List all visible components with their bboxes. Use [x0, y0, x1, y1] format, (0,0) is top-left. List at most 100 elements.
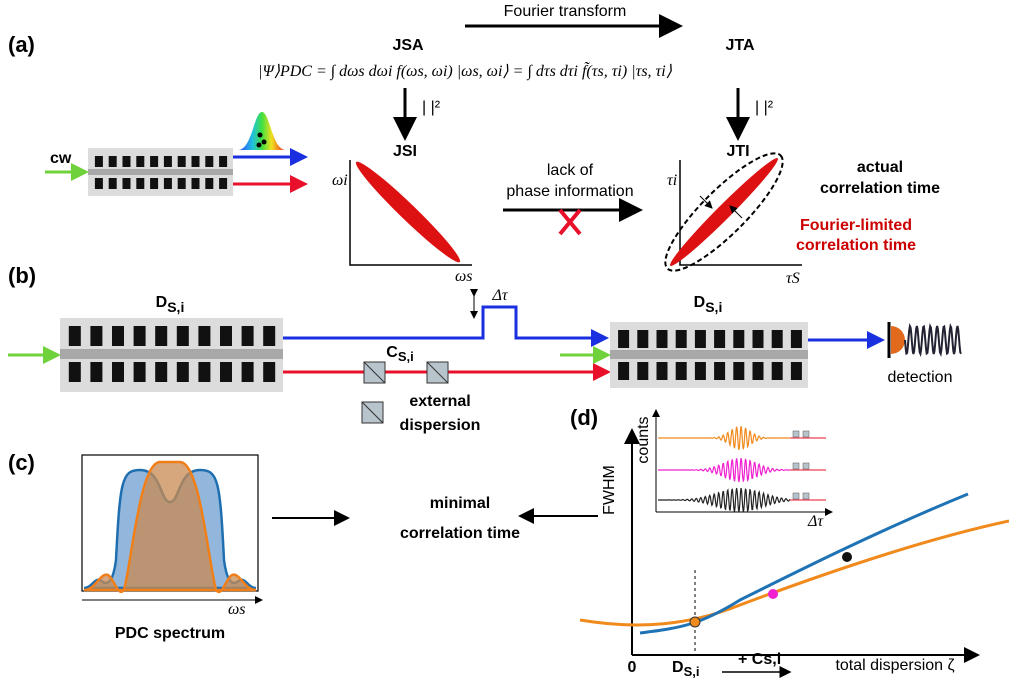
poling-block	[94, 156, 103, 167]
cs-label: + Cs,i	[738, 651, 781, 668]
panel-label: (c)	[8, 450, 35, 475]
poling-block	[205, 156, 214, 167]
prisms	[361, 361, 449, 424]
phase-note: phase information	[506, 183, 633, 200]
poling-block	[675, 362, 687, 380]
jsa-label: JSA	[392, 37, 424, 54]
poling-block	[714, 362, 726, 380]
signal	[283, 305, 609, 347]
spectrum-narrow	[83, 460, 257, 594]
poling-block	[112, 362, 124, 382]
compressor-label: CS,i	[386, 344, 413, 364]
cw-label: cw	[50, 150, 72, 167]
jta-label: JTA	[725, 37, 754, 54]
poling-block	[205, 178, 214, 189]
wave	[904, 323, 962, 357]
poling-block	[752, 330, 764, 348]
poling-block	[790, 362, 802, 380]
poling-block	[155, 326, 168, 346]
axis-label: Δτ	[807, 513, 824, 530]
wavepacket	[658, 487, 791, 513]
poling-block	[176, 326, 189, 346]
poling-block	[136, 156, 145, 167]
crystal	[88, 148, 233, 196]
jsi-label: JSI	[393, 143, 417, 160]
poling-block	[177, 156, 186, 167]
poling-block	[656, 362, 668, 380]
external-label: external	[409, 393, 470, 410]
ds-label: DS,i	[672, 659, 699, 679]
abs-squared: | |²	[755, 99, 774, 116]
actual-label: correlation time	[820, 180, 940, 197]
curve-actual	[639, 492, 969, 635]
poling-block	[150, 178, 159, 189]
prism	[802, 492, 810, 500]
poling-block	[771, 362, 783, 380]
spectrum-icon	[238, 112, 286, 150]
poling-block	[220, 362, 232, 382]
prism	[802, 462, 810, 470]
poling-block	[90, 362, 103, 382]
poling-block	[122, 156, 131, 167]
axis-label: τi	[667, 172, 677, 189]
axis-label: total dispersion ζ	[835, 657, 954, 674]
poling-block	[219, 156, 228, 167]
poling-block	[714, 330, 726, 348]
axis-label: ωs	[455, 268, 473, 285]
crystal	[60, 318, 283, 392]
poling-block	[191, 156, 200, 167]
poling-block	[68, 326, 81, 346]
phase-note: lack of	[547, 162, 594, 179]
panel-label: (a)	[8, 32, 35, 57]
poling-block	[220, 326, 232, 346]
poling-block	[122, 178, 131, 189]
fourier-label: Fourier transform	[504, 3, 627, 20]
poling-block	[637, 362, 649, 380]
poling-block	[163, 156, 172, 167]
poling-block	[155, 362, 168, 382]
cross	[558, 208, 582, 236]
jti-ellipse	[670, 158, 778, 266]
poling-block	[733, 362, 745, 380]
caption: PDC spectrum	[115, 625, 225, 642]
axis-label: ωs	[228, 601, 246, 618]
poling-block	[191, 178, 200, 189]
poling-block	[176, 362, 189, 382]
poling-block	[68, 362, 81, 382]
poling-block	[637, 330, 649, 348]
poling-block	[198, 362, 211, 382]
jsi-axes	[349, 160, 472, 266]
source-label: DS,i	[156, 294, 185, 315]
panel-label: (b)	[8, 263, 36, 288]
poling-block	[112, 326, 124, 346]
equation: |Ψ⟩PDC = ∫ dωs dωi f(ωs, ωi) |ωs, ωi⟩ = …	[258, 62, 673, 81]
axis-label: ωi	[332, 172, 348, 189]
jti-limited	[664, 152, 784, 272]
poling-block	[133, 362, 146, 382]
poling-block	[163, 178, 172, 189]
point	[689, 616, 701, 628]
jsi-ellipse	[355, 161, 461, 263]
delay-label: Δτ	[491, 287, 508, 304]
poling-block	[198, 326, 211, 346]
poling-block	[618, 330, 630, 348]
detector	[891, 326, 905, 354]
poling-block	[656, 330, 668, 348]
external-label: dispersion	[400, 417, 481, 434]
poling-block	[771, 330, 783, 348]
crystal	[610, 322, 808, 388]
axis-label: counts	[635, 416, 652, 463]
result-label: minimal	[430, 495, 490, 512]
jti-axes	[679, 160, 802, 266]
poling-block	[136, 178, 145, 189]
poling-block	[177, 178, 186, 189]
poling-block	[733, 330, 745, 348]
poling-block	[694, 362, 706, 380]
poling-block	[108, 156, 117, 167]
poling-block	[675, 330, 687, 348]
poling-block	[94, 178, 103, 189]
jti-label: JTI	[726, 143, 749, 160]
origin-label: 0	[628, 659, 637, 676]
poling-block	[694, 330, 706, 348]
